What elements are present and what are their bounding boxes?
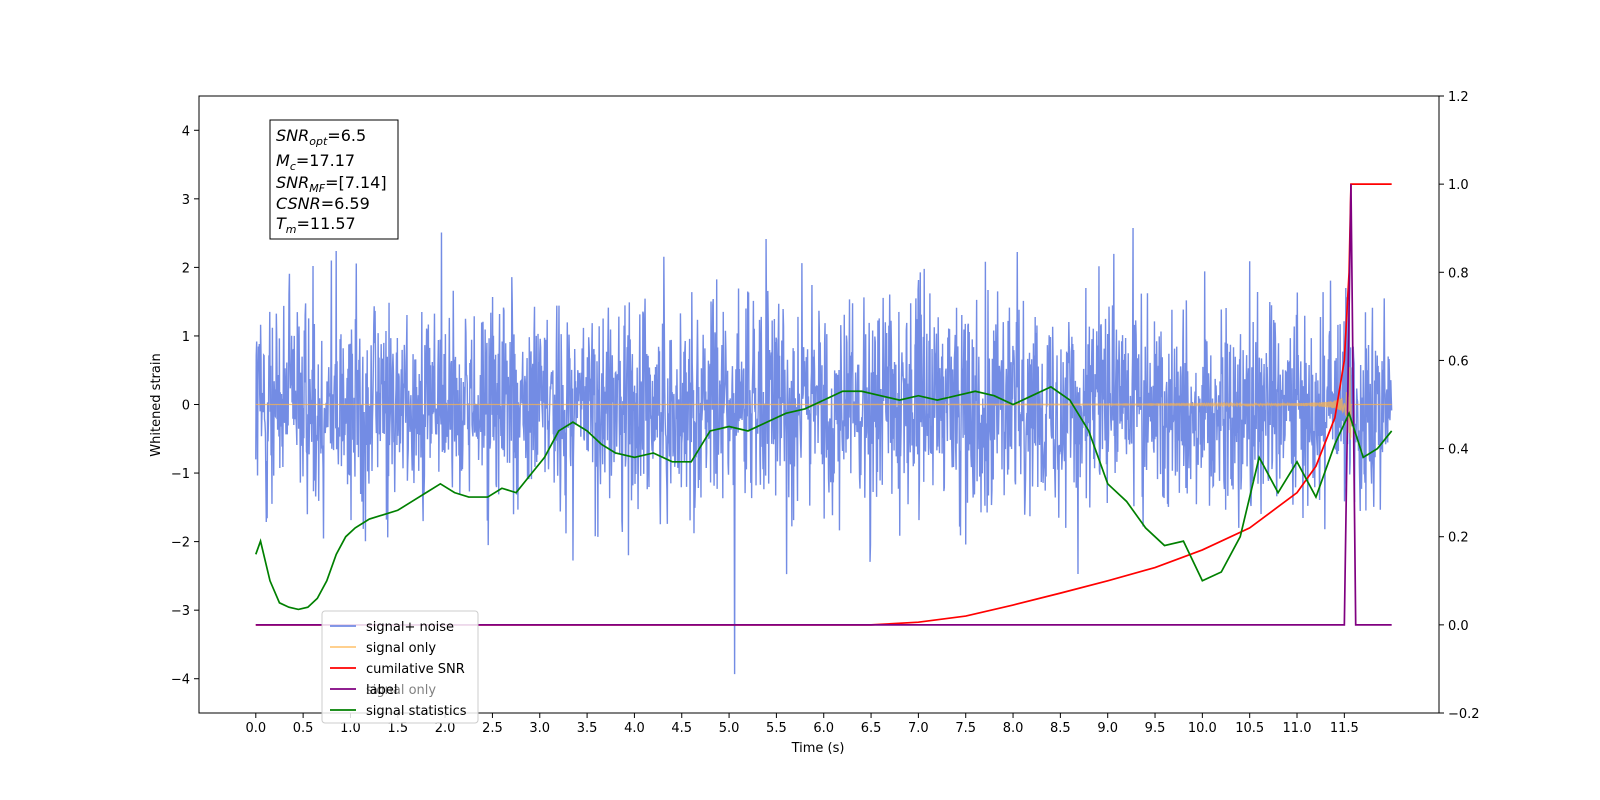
x-tick-label: 9.0 [1097,721,1118,736]
x-tick-label: 8.5 [1050,721,1071,736]
x-tick-label: 1.0 [340,721,361,736]
x-tick-label: 7.0 [908,721,929,736]
y2-tick-label: 0.2 [1448,531,1469,546]
x-tick-label: 0.0 [245,721,266,736]
x-axis-ticks: 0.0 0.5 1.0 1.5 2.0 2.5 3.0 3.5 4.0 4.5 5.0 5.5 6.0 6… [245,713,1359,736]
legend-frame [321,610,479,724]
y-axis-ticks: 4 3 2 1 0 −1 −2 −3 −4 [171,124,199,688]
x-tick-label: 7.5 [955,721,976,736]
series-label [255,184,1392,626]
y-tick-label: −3 [171,604,190,619]
y2-axis-ticks: 1.2 1.0 0.8 0.6 0.4 0.2 0.0 −0.2 [1439,90,1480,722]
annotation-box: SNRopt=6.5Mc=17.17SNRMF=[7.14]CSNR=6.59T… [269,119,399,240]
y2-tick-label: 1.0 [1448,178,1469,193]
annotation-value: =[7.14] [325,173,387,192]
x-tick-label: 11.0 [1283,721,1312,736]
annotation-value: =11.57 [297,214,356,233]
annotation-symbol: T [276,214,287,233]
x-tick-label: 5.0 [719,721,740,736]
annotation-symbol: SNR [276,126,309,145]
x-tick-label: 11.5 [1330,721,1359,736]
annotation-subscript: m [286,223,297,236]
y-tick-label: 1 [182,330,190,345]
annotation-symbol: CSNR [276,194,321,213]
x-tick-label: 4.0 [624,721,645,736]
legend: signal+ noise signal only cumilative SNR la… [321,610,479,724]
y-axis-label: Whitened strain [149,353,164,456]
series-signal-statistics [254,385,1393,611]
legend-entry: cumilative SNR [366,662,465,677]
x-tick-label: 6.5 [861,721,882,736]
annotation-value: =6.5 [327,126,366,145]
legend-hidden-entry: signal only [366,683,436,698]
legend-entry: label [366,683,397,698]
x-tick-label: 6.0 [813,721,834,736]
series-signal-noise [255,227,1393,675]
x-tick-label: 3.0 [529,721,550,736]
x-tick-label: 2.0 [435,721,456,736]
y-tick-label: 2 [182,261,190,276]
annotation-line: CSNR=6.59 [276,194,370,213]
legend-entry: signal+ noise [366,620,454,635]
y-tick-label: 3 [182,193,190,208]
x-tick-label: 4.5 [671,721,692,736]
legend-entry: signal only [366,641,436,656]
x-tick-label: 9.5 [1145,721,1166,736]
x-tick-label: 10.0 [1188,721,1217,736]
annotation-subscript: MF [309,182,325,195]
x-tick-label: 3.5 [577,721,598,736]
x-axis-label: Time (s) [791,741,845,756]
y2-tick-label: −0.2 [1448,707,1480,722]
annotation-line: Tm=11.57 [276,214,356,236]
annotation-symbol: M [276,151,290,170]
x-tick-label: 8.0 [1003,721,1024,736]
y-tick-label: 4 [182,124,190,139]
annotation-line: Mc=17.17 [276,151,355,173]
series-signal-only [255,367,1392,440]
annotation-line: SNRopt=6.5 [276,126,366,148]
x-tick-label: 5.5 [766,721,787,736]
y-tick-label: 0 [182,399,190,414]
x-tick-label: 1.5 [387,721,408,736]
y2-tick-label: 0.4 [1448,443,1469,458]
annotation-value: =17.17 [296,151,355,170]
x-tick-label: 10.5 [1235,721,1264,736]
annotation-subscript: opt [309,135,328,148]
annotation-subscript: c [290,160,296,173]
y2-tick-label: 0.0 [1448,619,1469,634]
y-tick-label: −2 [171,536,190,551]
annotation-line: SNRMF=[7.14] [276,173,387,195]
legend-entry: signal statistics [366,704,467,719]
y-tick-label: −1 [171,467,190,482]
y-tick-label: −4 [171,673,190,688]
x-tick-label: 2.5 [482,721,503,736]
annotation-value: =6.59 [321,194,370,213]
plot-content [254,183,1393,675]
y2-tick-label: 0.8 [1448,266,1469,281]
x-tick-label: 0.5 [293,721,314,736]
annotation-symbol: SNR [276,173,309,192]
annotation-frame [269,119,399,240]
y2-tick-label: 0.6 [1448,354,1469,369]
y2-tick-label: 1.2 [1448,90,1469,105]
